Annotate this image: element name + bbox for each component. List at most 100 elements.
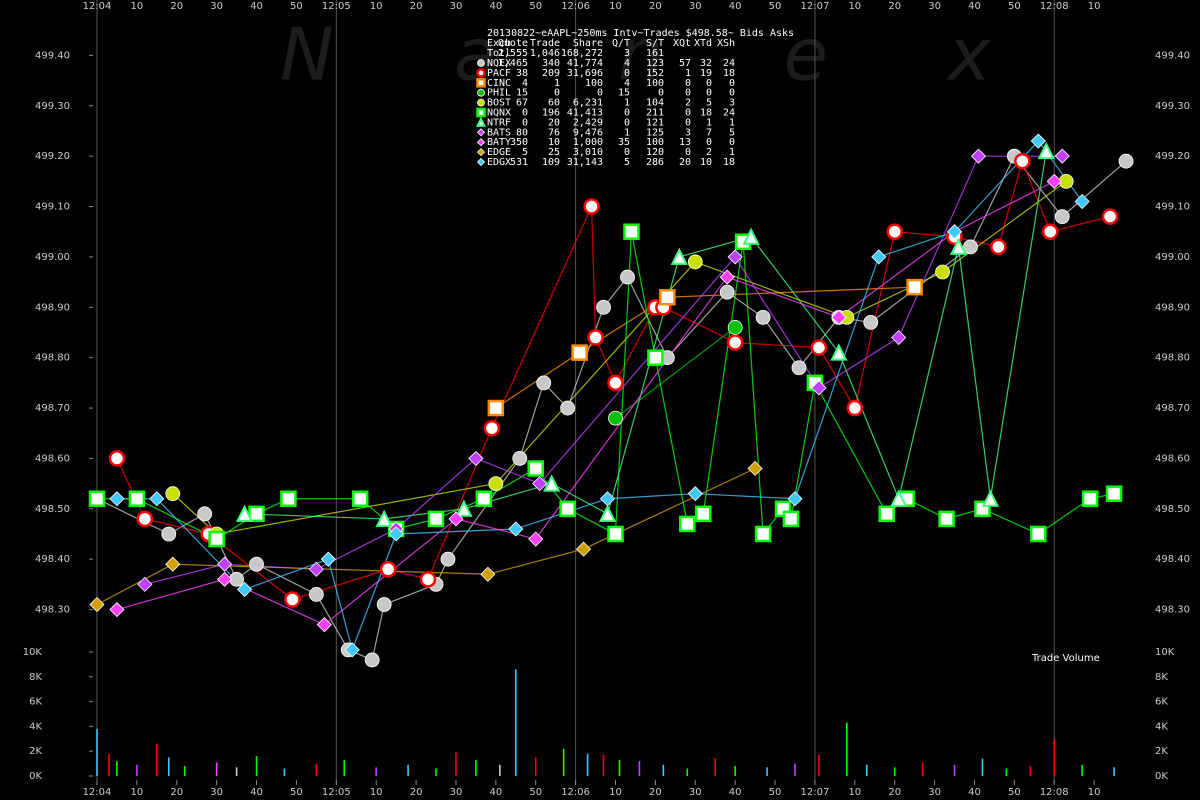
volume-bar xyxy=(407,764,409,776)
marker xyxy=(136,510,154,528)
x-tick-label: 40 xyxy=(968,787,981,798)
volume-bar xyxy=(953,764,956,776)
legend-stat: 67 xyxy=(516,98,528,109)
y-tick-label: 498.60 xyxy=(35,453,70,464)
legend-stat: 123 xyxy=(646,58,664,69)
marker xyxy=(970,148,987,164)
marker xyxy=(475,490,493,507)
marker xyxy=(727,249,743,265)
x-tick-label: 40 xyxy=(250,787,263,798)
legend-stat: 125 xyxy=(646,127,664,138)
marker xyxy=(726,334,744,351)
marker xyxy=(235,504,254,522)
marker xyxy=(1042,223,1059,240)
marker xyxy=(248,505,265,523)
x-tick-label: 40 xyxy=(250,1,263,12)
x-tick-label: 30 xyxy=(450,1,463,12)
legend-stat: 35 xyxy=(618,137,630,148)
legend-stat: 4 xyxy=(522,78,528,89)
volume-bar xyxy=(499,764,501,776)
legend-stat: 41,413 xyxy=(567,108,603,119)
marker xyxy=(280,490,297,507)
x-tick-label: 40 xyxy=(968,1,981,12)
y-tick-label: 498.80 xyxy=(35,353,70,364)
marker xyxy=(364,652,380,668)
volume-bar xyxy=(255,756,258,776)
x-tick-label: 30 xyxy=(210,787,223,798)
y-tick-label: 499.30 xyxy=(1155,101,1190,112)
marker xyxy=(527,460,544,477)
legend-stat: 76 xyxy=(548,127,560,138)
legend-marker xyxy=(476,128,486,137)
legend-stat: 0 xyxy=(658,88,664,99)
volume-bar xyxy=(865,764,868,776)
legend-stat: 3,010 xyxy=(573,147,603,158)
marker xyxy=(647,349,664,366)
x-tick-label: 12:08 xyxy=(1040,787,1069,798)
marker xyxy=(811,380,827,396)
volume-bar xyxy=(981,758,984,776)
volume-tick-label: 0K xyxy=(29,771,42,782)
marker xyxy=(963,239,978,255)
legend-stat: 1 xyxy=(729,147,735,158)
legend-stat: 0 xyxy=(706,78,712,89)
legend-stat: 0 xyxy=(624,117,630,128)
marker xyxy=(935,264,950,280)
marker xyxy=(1118,153,1134,169)
x-tick-label: 40 xyxy=(489,1,502,12)
legend-stat: 25 xyxy=(548,147,560,158)
marker xyxy=(137,576,153,592)
volume-bar xyxy=(514,669,517,776)
volume-bar xyxy=(562,748,565,776)
marker xyxy=(1054,209,1070,225)
legend-stat: 1,465 xyxy=(498,58,528,69)
legend-stat: 100 xyxy=(585,78,603,89)
marker xyxy=(208,530,225,548)
y-tick-label: 499.20 xyxy=(35,151,70,162)
legend-stat: 3 xyxy=(729,98,735,109)
x-tick-label: 10 xyxy=(1088,787,1101,798)
x-tick-label: 30 xyxy=(450,787,463,798)
legend-stat: 0 xyxy=(522,108,528,119)
marker xyxy=(236,581,253,597)
volume-tick-label: 4K xyxy=(1155,721,1168,732)
volume-bar xyxy=(108,753,110,776)
volume-bar xyxy=(766,767,768,776)
legend-marker xyxy=(475,116,487,127)
legend-label: NQEX xyxy=(487,58,511,69)
legend-total: 3 xyxy=(624,48,630,59)
marker xyxy=(687,254,703,270)
y-tick-label: 499.40 xyxy=(35,50,70,61)
legend-stat: 0 xyxy=(685,117,691,128)
legend-stat: 5 xyxy=(706,98,712,109)
marker xyxy=(109,491,125,507)
legend-label: CINC xyxy=(487,78,511,89)
marker xyxy=(571,344,588,361)
legend-label: NTRF xyxy=(487,117,511,128)
marker xyxy=(946,224,963,240)
y-tick-label: 498.60 xyxy=(1155,453,1190,464)
x-tick-label: 10 xyxy=(131,1,144,12)
volume-bar xyxy=(818,754,820,776)
marker xyxy=(787,491,803,507)
marker xyxy=(727,320,743,335)
marker xyxy=(607,374,624,392)
volume-bar xyxy=(215,762,218,776)
y-tick-label: 498.40 xyxy=(35,554,70,565)
marker xyxy=(623,223,640,240)
volume-title: Trade Volume xyxy=(1031,653,1100,664)
marker xyxy=(351,490,369,507)
volume-bar xyxy=(602,754,605,776)
legend-stat: 31,696 xyxy=(567,68,603,79)
legend-header: Exch xyxy=(487,38,511,49)
marker xyxy=(488,476,504,492)
volume-tick-label: 0K xyxy=(1155,771,1168,782)
marker xyxy=(620,269,635,285)
legend-stat: 18 xyxy=(700,108,712,119)
marker xyxy=(512,451,528,466)
y-tick-label: 499.00 xyxy=(35,252,70,263)
legend-stat: 0 xyxy=(624,147,630,158)
volume-tick-label: 8K xyxy=(1155,672,1168,683)
legend-stat: 19 xyxy=(700,68,712,79)
